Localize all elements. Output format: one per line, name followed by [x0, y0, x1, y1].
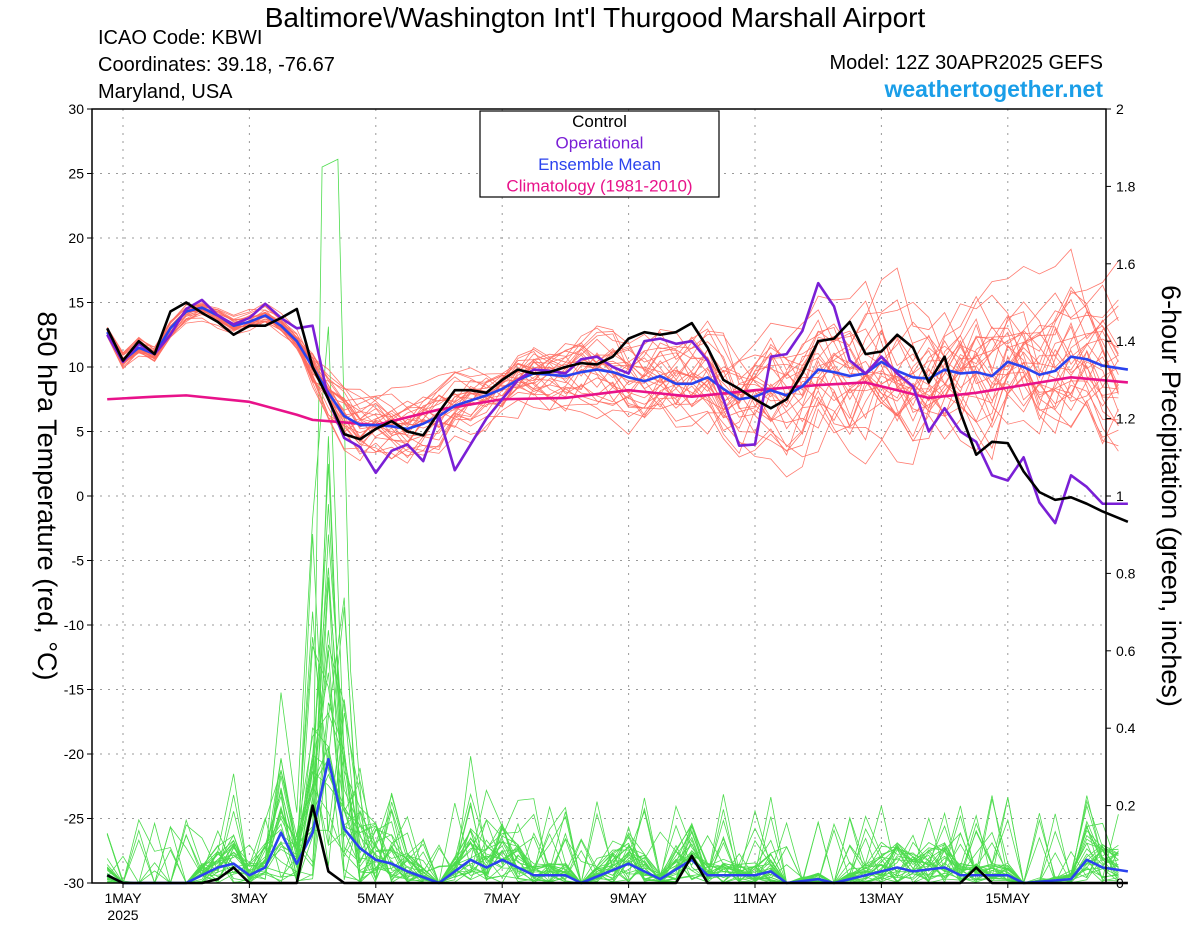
right-tick-label: 0.4 — [1116, 720, 1136, 736]
legend-entry: Climatology (1981-2010) — [506, 177, 692, 196]
operational-line — [106, 281, 1128, 525]
precip-member-line — [106, 712, 1119, 884]
temp-member-line — [106, 284, 1119, 443]
region: Maryland, USA — [98, 81, 233, 103]
left-tick-label: -5 — [72, 553, 85, 569]
temp-member-line — [106, 301, 1119, 452]
x-tick-label: 13MAY — [859, 890, 905, 906]
right-tick-label: 1 — [1116, 488, 1124, 504]
left-tick-label: 0 — [76, 488, 84, 504]
right-tick-label: 1.6 — [1116, 256, 1136, 272]
x-tick-label: 3MAY — [231, 890, 269, 906]
left-tick-label: -20 — [64, 746, 84, 762]
coordinates: Coordinates: 39.18, -76.67 — [98, 54, 335, 76]
x-tick-label: 5MAY — [357, 890, 395, 906]
precip-member-line — [106, 326, 1119, 885]
right-tick-label: 0 — [1116, 875, 1124, 891]
temp-member-line — [106, 310, 1119, 450]
climatology-1981-2010-line — [107, 376, 1128, 427]
precip-member-line — [107, 534, 1119, 884]
left-tick-label: -15 — [64, 682, 84, 698]
x-tick-label: 7MAY — [484, 890, 522, 906]
left-tick-label: -10 — [64, 617, 84, 633]
control-precip-line — [106, 804, 1128, 885]
control-line — [106, 301, 1129, 524]
member-precip-layer — [106, 158, 1119, 885]
left-tick-label: 5 — [76, 424, 84, 440]
right-tick-label: 2 — [1116, 101, 1124, 117]
icao-code: ICAO Code: KBWI — [98, 27, 263, 49]
precip-member-line — [106, 644, 1119, 884]
x-tick-label: 11MAY — [733, 890, 777, 906]
temp-member-line — [106, 280, 1119, 450]
precip-member-line — [296, 158, 377, 884]
precip-member-line — [106, 611, 1119, 884]
left-tick-label: 10 — [68, 359, 84, 375]
x-tick-sublabel: 2025 — [107, 907, 138, 923]
site-link[interactable]: weathertogether.net — [884, 76, 1103, 102]
legend: Control Operational Ensemble Mean Climatolo… — [479, 110, 720, 198]
left-tick-label: -25 — [64, 811, 84, 827]
right-tick-label: 1.8 — [1116, 178, 1136, 194]
right-tick-label: 0.8 — [1116, 565, 1136, 581]
left-tick-label: 30 — [68, 101, 84, 117]
legend-entry: Control — [572, 112, 627, 131]
temp-member-line — [106, 307, 1119, 428]
precip-member-line — [106, 436, 1119, 884]
member-temp-layer — [106, 248, 1119, 478]
right-axis-label: 6-hour Precipitation (green, inches) — [1156, 285, 1186, 707]
right-tick-label: 1.2 — [1116, 411, 1136, 427]
x-tick-label: 15MAY — [985, 890, 1031, 906]
left-axis-label: 850 hPa Temperature (red, °C) — [32, 312, 62, 681]
left-tick-label: 15 — [68, 295, 84, 311]
precip-member-line — [107, 786, 1119, 884]
right-tick-label: 0.6 — [1116, 643, 1136, 659]
ticks-layer: 302520151050-5-10-15-20-25-3021.81.61.41… — [64, 101, 1136, 923]
ensemble-mean-precip-line — [106, 757, 1129, 885]
left-tick-label: 20 — [68, 230, 84, 246]
precip-member-line — [106, 463, 1119, 884]
legend-box — [479, 110, 720, 198]
precip-member-line — [106, 712, 1119, 884]
precip-member-line — [106, 534, 1119, 884]
model-run: Model: 12Z 30APR2025 GEFS — [829, 52, 1103, 74]
right-tick-label: 0.2 — [1116, 798, 1136, 814]
x-tick-label: 1MAY — [104, 890, 142, 906]
legend-entry: Ensemble Mean — [538, 155, 661, 174]
precip-member-line — [107, 637, 1119, 884]
precip-member-line — [107, 650, 1119, 884]
legend-entry: Operational — [556, 134, 644, 153]
grid-layer — [92, 109, 1106, 883]
precip-member-line — [107, 597, 1119, 884]
x-tick-label: 9MAY — [610, 890, 648, 906]
chart-title: Baltimore\/Washington Int'l Thurgood Mar… — [264, 2, 926, 33]
series-layer — [106, 281, 1129, 885]
right-tick-label: 1.4 — [1116, 333, 1136, 349]
left-tick-label: 25 — [68, 166, 84, 182]
left-tick-label: -30 — [64, 875, 84, 891]
